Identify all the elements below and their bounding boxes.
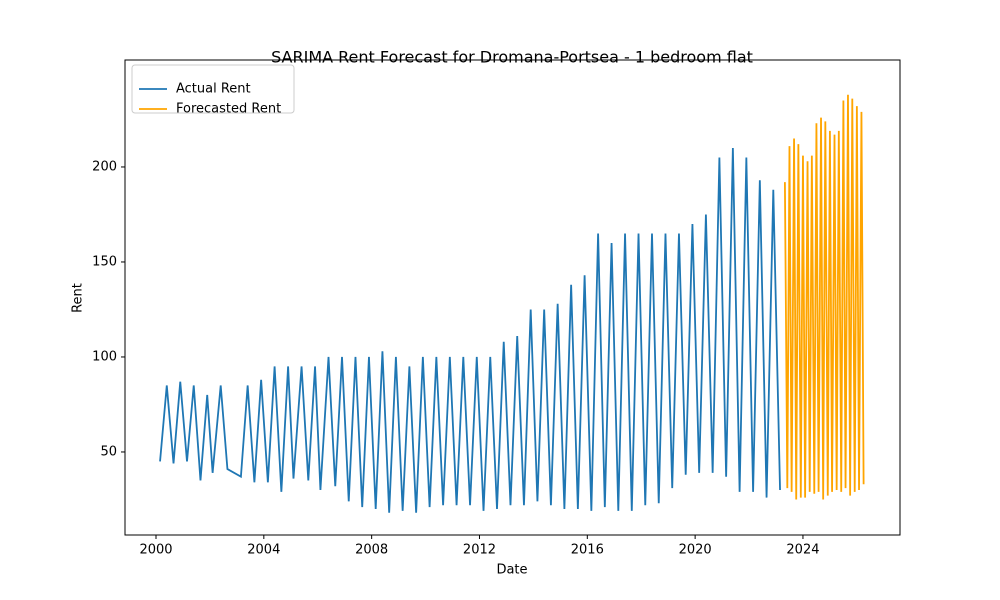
x-tick-label: 2020 xyxy=(679,543,712,558)
legend-label: Actual Rent xyxy=(176,82,251,97)
data-line xyxy=(159,147,781,513)
x-tick-label: 2016 xyxy=(571,543,604,558)
y-tick-label: 50 xyxy=(100,444,117,459)
y-tick-label: 150 xyxy=(92,254,117,269)
y-tick-label: 100 xyxy=(92,349,117,364)
legend-box xyxy=(131,64,295,114)
y-tick-label: 200 xyxy=(92,159,117,174)
axes-frame xyxy=(124,59,901,536)
data-line xyxy=(784,94,865,500)
x-axis-label: Date xyxy=(496,563,527,578)
x-tick-label: 2000 xyxy=(139,543,172,558)
x-tick-label: 2004 xyxy=(247,543,280,558)
legend-label: Forecasted Rent xyxy=(176,102,281,117)
x-tick-label: 2024 xyxy=(786,543,819,558)
x-tick-label: 2008 xyxy=(355,543,388,558)
chart-title: SARIMA Rent Forecast for Dromana-Portsea… xyxy=(271,48,753,67)
y-axis-label: Rent xyxy=(71,283,86,313)
x-tick-label: 2012 xyxy=(463,543,496,558)
